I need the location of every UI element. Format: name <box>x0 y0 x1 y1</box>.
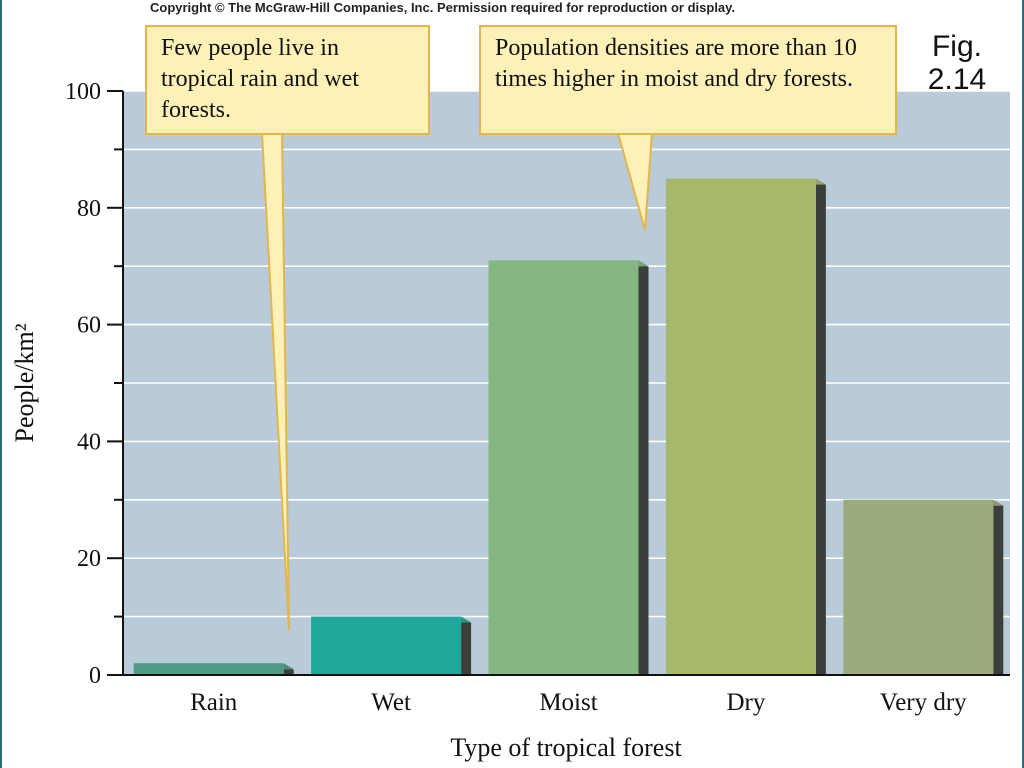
bar-side <box>638 260 649 675</box>
y-tick-label: 0 <box>89 663 101 689</box>
figure-label-line2: 2.14 <box>927 63 987 96</box>
bar-side <box>993 499 1004 675</box>
x-category-label: Very dry <box>880 689 967 716</box>
bar-front <box>665 178 816 675</box>
figure-label: Fig. 2.14 <box>912 30 1002 96</box>
bar-side <box>815 178 826 675</box>
bar-moist <box>488 260 649 675</box>
y-tick-label: 80 <box>77 196 101 222</box>
bar-very-dry <box>843 499 1004 675</box>
copyright-notice: Copyright © The McGraw-Hill Companies, I… <box>150 0 736 15</box>
bar-front <box>133 663 284 675</box>
frame-right-border <box>1022 0 1024 768</box>
bar-front <box>311 616 462 675</box>
y-tick-label: 20 <box>77 546 101 572</box>
x-axis-title: Type of tropical forest <box>450 733 682 762</box>
x-category-label: Dry <box>726 689 765 716</box>
bar-front <box>488 260 639 675</box>
y-axis-title: People/km² <box>10 323 39 442</box>
x-category-label: Wet <box>371 689 411 716</box>
figure-label-line1: Fig. <box>931 30 982 63</box>
bar-side <box>461 616 472 675</box>
bar-rain <box>133 663 294 675</box>
y-tick-label: 60 <box>77 313 101 339</box>
callout-moist-dry: Population densities are more than 10 ti… <box>479 25 897 135</box>
x-category-label: Moist <box>539 689 597 716</box>
callout-rain-wet: Few people live in tropical rain and wet… <box>145 25 430 135</box>
frame-left-border <box>0 0 2 768</box>
bar-wet <box>311 616 472 675</box>
x-category-label: Rain <box>190 689 238 716</box>
y-tick-label: 100 <box>65 79 101 105</box>
bar-front <box>843 499 994 675</box>
bar-dry <box>665 178 826 675</box>
y-tick-label: 40 <box>77 429 101 455</box>
